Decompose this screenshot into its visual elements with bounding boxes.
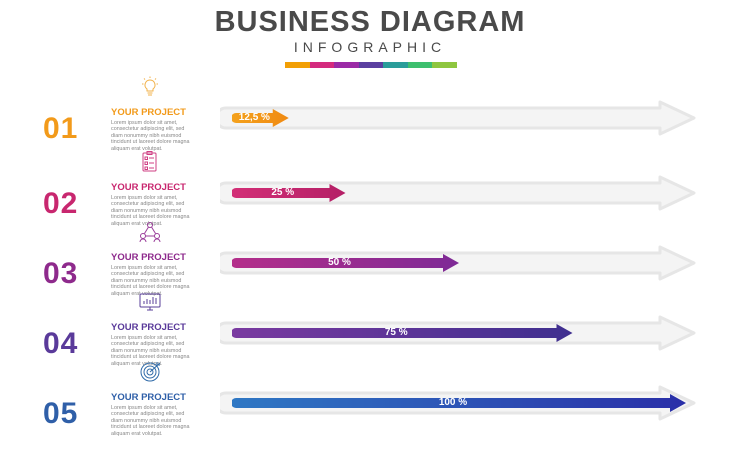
page-title: BUSINESS DIAGRAM [214,6,526,38]
progress-fill [232,184,346,202]
project-description: Lorem ipsum dolor sit amet, consectetur … [111,120,190,152]
project-description: Lorem ipsum dolor sit amet, consectetur … [111,405,190,437]
track-arrow [220,175,696,211]
progress-fill [232,254,459,272]
color-swatch [285,62,310,68]
progress-label: 100 % [438,397,468,408]
color-swatch [309,62,335,68]
project-title: YOUR PROJECT [111,322,186,333]
color-swatch [358,62,384,68]
progress-fill [232,324,573,342]
progress-fill [232,394,686,412]
progress-bar [232,324,573,342]
step-number: 03 [43,257,79,290]
project-title: YOUR PROJECT [111,107,186,118]
progress-label: 25 % [271,187,295,198]
project-row: 02 YOUR PROJECT Lorem ipsum dolor sit am… [0,151,740,235]
color-swatch [383,62,408,68]
project-row: 01 YOUR PROJECT Lorem ipsum dolor sit am… [0,76,740,160]
lightbulb-icon [139,76,161,98]
project-title: YOUR PROJECT [111,182,186,193]
step-number: 02 [43,187,79,220]
color-swatch [334,62,359,68]
step-number: 05 [43,397,79,430]
progress-fill [232,109,289,127]
progress-label: 50 % [328,257,351,268]
progress-label: 12,5 % [238,112,270,123]
project-row: 05 YOUR PROJECT Lorem ipsum dolor sit am… [0,362,740,445]
team-network-icon [139,221,161,243]
project-title: YOUR PROJECT [111,252,186,263]
project-title: YOUR PROJECT [111,392,186,403]
color-swatch [407,62,433,68]
project-row: 03 YOUR PROJECT Lorem ipsum dolor sit am… [0,222,740,305]
color-bar [285,62,458,68]
track-arrow [220,100,696,136]
step-number: 04 [43,327,79,360]
progress-bar [232,394,686,412]
project-description: Lorem ipsum dolor sit amet, consectetur … [111,335,190,367]
step-number: 01 [43,112,79,145]
progress-bar [232,254,459,272]
monitor-chart-icon [139,291,161,313]
color-swatch [432,62,458,68]
progress-bar [232,184,346,202]
progress-bar [232,109,289,127]
project-description: Lorem ipsum dolor sit amet, consectetur … [111,195,190,227]
checklist-icon [139,151,161,173]
target-icon [139,361,161,383]
project-description: Lorem ipsum dolor sit amet, consectetur … [111,265,190,297]
page-subtitle: INFOGRAPHIC [293,39,447,55]
progress-label: 75 % [384,327,408,338]
project-row: 04 YOUR PROJECT Lorem ipsum dolor sit am… [0,293,740,375]
